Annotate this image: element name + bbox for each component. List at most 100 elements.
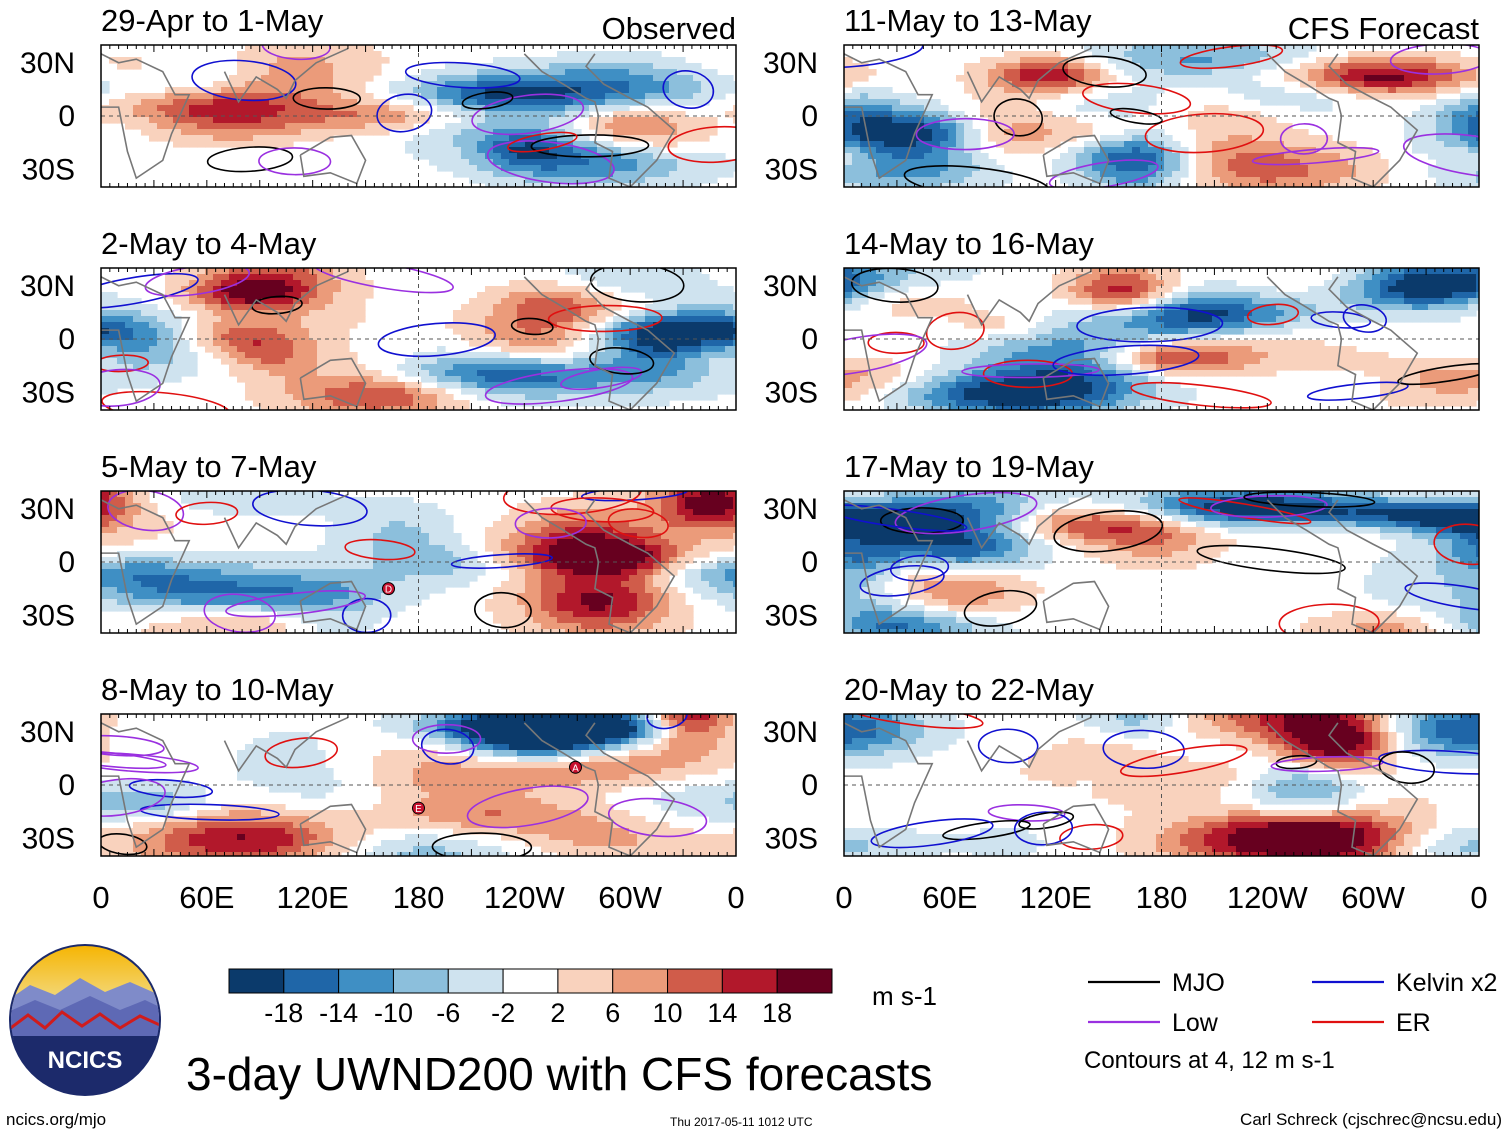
y-tick-label: 30N bbox=[20, 493, 75, 526]
y-tick-label: 30N bbox=[763, 270, 818, 303]
panels-layer: 30N 0 30S 29-Apr to 1-May Observed 30N 0 30S 2-M… bbox=[20, 3, 1480, 857]
x-tick-label: 60W bbox=[598, 880, 662, 915]
y-tick-label: 0 bbox=[58, 769, 75, 802]
panel-date-label: 20-May to 22-May bbox=[844, 672, 1094, 707]
panel-5-may-to-7-may: 30N 0 30S 5-May to 7-May D bbox=[20, 449, 737, 634]
x-tick-label: 120E bbox=[276, 880, 348, 915]
x-tick-label: 180 bbox=[393, 880, 445, 915]
storm-marker-letter: E bbox=[415, 804, 422, 815]
anomaly-field bbox=[101, 45, 736, 187]
panel-2-may-to-4-may: 30N 0 30S 2-May to 4-May bbox=[20, 226, 737, 411]
y-tick-label: 0 bbox=[58, 546, 75, 579]
y-tick-label: 30S bbox=[765, 599, 818, 632]
colorbar-bin bbox=[557, 968, 614, 994]
panel-date-label: 2-May to 4-May bbox=[101, 226, 317, 261]
y-tick-label: 0 bbox=[58, 100, 75, 133]
colorbar-units: m s-1 bbox=[872, 981, 937, 1011]
colorbar-bin bbox=[667, 968, 723, 994]
y-tick-label: 30N bbox=[763, 47, 818, 80]
colorbar-tick: -14 bbox=[319, 998, 358, 1028]
colorbar-tick: -2 bbox=[491, 998, 515, 1028]
y-tick-label: 0 bbox=[801, 546, 818, 579]
storm-marker bbox=[382, 582, 396, 596]
panel-date-label: 11-May to 13-May bbox=[844, 3, 1092, 38]
x-tick-label: 60E bbox=[179, 880, 234, 915]
panel-date-label: 5-May to 7-May bbox=[101, 449, 317, 484]
y-tick-label: 30S bbox=[765, 376, 818, 409]
legend-label: MJO bbox=[1172, 969, 1225, 997]
colorbar-bin bbox=[283, 968, 340, 994]
column-label: Observed bbox=[602, 11, 736, 46]
anomaly-field bbox=[844, 714, 1479, 856]
column-label: CFS Forecast bbox=[1288, 11, 1480, 46]
anomaly-field bbox=[101, 491, 736, 633]
anomaly-field bbox=[844, 268, 1479, 410]
x-tick-label: 0 bbox=[835, 880, 852, 915]
panel-date-label: 14-May to 16-May bbox=[844, 226, 1094, 261]
source-link[interactable]: ncics.org/mjo bbox=[6, 1110, 107, 1129]
anomaly-field bbox=[101, 714, 736, 856]
legend-label: Kelvin x2 bbox=[1396, 969, 1497, 997]
timestamp: Thu 2017-05-11 1012 UTC bbox=[670, 1115, 813, 1129]
y-tick-label: 30S bbox=[22, 376, 75, 409]
storm-marker-letter: D bbox=[385, 585, 392, 596]
storm-marker bbox=[568, 760, 582, 774]
colorbar-bin bbox=[721, 968, 778, 994]
y-tick-label: 30S bbox=[765, 822, 818, 855]
colorbar-bin bbox=[338, 968, 394, 994]
x-tick-label: 120W bbox=[1227, 880, 1309, 915]
colorbar-bin bbox=[447, 968, 504, 994]
colorbar-bin bbox=[612, 968, 669, 994]
y-tick-label: 30N bbox=[763, 493, 818, 526]
storm-marker bbox=[412, 801, 425, 815]
y-tick-label: 30S bbox=[765, 153, 818, 186]
colorbar-tick: 2 bbox=[550, 998, 565, 1028]
x-tick-label: 120E bbox=[1019, 880, 1091, 915]
y-tick-label: 30N bbox=[763, 716, 818, 749]
contour-note: Contours at 4, 12 m s-1 bbox=[1084, 1047, 1335, 1074]
y-tick-label: 30N bbox=[20, 716, 75, 749]
y-tick-label: 0 bbox=[801, 100, 818, 133]
x-tick-label: 0 bbox=[1470, 880, 1487, 915]
colorbar: -18 -14 -10 -6 -2 2 6 10 14 18 bbox=[228, 968, 833, 1028]
panel-date-label: 8-May to 10-May bbox=[101, 672, 334, 707]
legend-label: ER bbox=[1396, 1009, 1431, 1037]
colorbar-tick: 10 bbox=[653, 998, 683, 1028]
colorbar-tick: -18 bbox=[264, 998, 303, 1028]
x-axis-layer: 0 60E 120E 180 120W 60W 0 0 60E 120E 180 120W 60W 0 bbox=[92, 880, 1487, 915]
storm-marker-letter: A bbox=[572, 763, 579, 774]
ncics-logo: NCICS bbox=[9, 944, 161, 1096]
panel-29-apr-to-1-may: 30N 0 30S 29-Apr to 1-May Observed bbox=[20, 3, 737, 188]
colorbar-bin bbox=[228, 968, 285, 994]
panel-17-may-to-19-may: 30N 0 30S 17-May to 19-May bbox=[763, 449, 1480, 634]
colorbar-tick: 6 bbox=[605, 998, 620, 1028]
legend: MJO Kelvin x2 Low ER bbox=[1088, 969, 1497, 1037]
legend-label: Low bbox=[1172, 1009, 1219, 1037]
colorbar-tick: 18 bbox=[762, 998, 792, 1028]
x-tick-label: 0 bbox=[92, 880, 109, 915]
y-tick-label: 0 bbox=[801, 323, 818, 356]
y-tick-label: 30S bbox=[22, 599, 75, 632]
x-tick-label: 60E bbox=[922, 880, 977, 915]
colorbar-bin bbox=[776, 968, 833, 994]
colorbar-bin bbox=[392, 968, 449, 994]
x-tick-label: 120W bbox=[484, 880, 566, 915]
x-tick-label: 0 bbox=[727, 880, 744, 915]
panel-8-may-to-10-may: 30N 0 30S 8-May to 10-May A E bbox=[20, 672, 737, 857]
anomaly-field bbox=[844, 491, 1479, 633]
author-credit: Carl Schreck (cjschrec@ncsu.edu) bbox=[1240, 1110, 1502, 1129]
colorbar-tick: 14 bbox=[707, 998, 737, 1028]
anomaly-field bbox=[101, 268, 736, 410]
colorbar-tick: -6 bbox=[436, 998, 460, 1028]
colorbar-tick: -10 bbox=[374, 998, 413, 1028]
panel-date-label: 17-May to 19-May bbox=[844, 449, 1094, 484]
x-tick-label: 60W bbox=[1341, 880, 1405, 915]
y-tick-label: 0 bbox=[801, 769, 818, 802]
figure-title: 3-day UWND200 with CFS forecasts bbox=[186, 1048, 932, 1100]
colorbar-bin bbox=[502, 968, 559, 994]
y-tick-label: 30N bbox=[20, 270, 75, 303]
y-tick-label: 30N bbox=[20, 47, 75, 80]
y-tick-label: 30S bbox=[22, 822, 75, 855]
x-tick-label: 180 bbox=[1136, 880, 1188, 915]
